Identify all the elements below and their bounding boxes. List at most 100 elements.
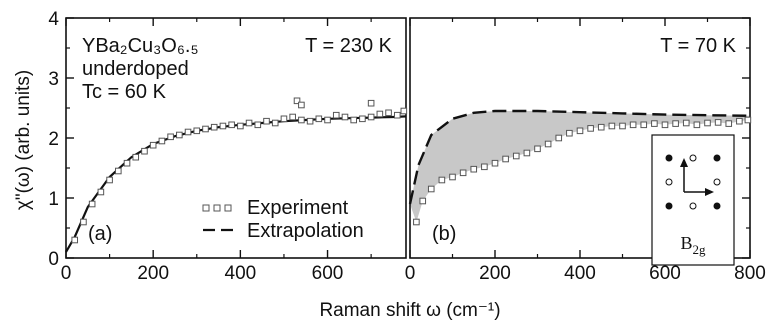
data-point (502, 155, 509, 163)
data-point (566, 129, 573, 137)
data-point (350, 116, 357, 124)
legend-label-extrapolation: Extrapolation (247, 220, 364, 242)
data-point (534, 145, 541, 153)
x-tick-label: 0 (61, 263, 72, 284)
data-point (672, 120, 679, 127)
x-tick-label: 200 (479, 263, 511, 284)
y-tick-label: 3 (48, 69, 59, 90)
data-point (555, 134, 563, 142)
data-point (491, 159, 499, 167)
data-point (132, 153, 140, 161)
data-point (481, 163, 488, 171)
data-point (202, 125, 209, 133)
data-point (359, 115, 366, 123)
data-point (298, 101, 305, 109)
x-tick-label: 800 (734, 263, 766, 284)
x-tick-label: 0 (405, 263, 416, 284)
data-point (725, 120, 733, 127)
x-axis-title: Raman shift ω (cm⁻¹) (319, 300, 500, 321)
panel-label: (a) (88, 223, 112, 245)
arrow-head (680, 158, 688, 167)
data-point (576, 127, 584, 135)
data-point (123, 159, 131, 167)
temperature-label: T = 70 K (660, 35, 736, 57)
gap-shading (410, 111, 750, 222)
data-point (263, 117, 270, 125)
y-axis-title: χ"(ω) (arb. units) (13, 70, 34, 210)
data-point (597, 123, 605, 131)
data-point (400, 107, 408, 115)
data-point (293, 97, 301, 105)
data-point (71, 236, 79, 244)
sample-tc: Tc = 60 K (82, 81, 167, 103)
data-point (651, 120, 658, 127)
data-point (298, 116, 305, 124)
x-tick-label: 200 (137, 263, 169, 284)
data-point (523, 149, 531, 157)
y-tick-label: 2 (48, 129, 59, 150)
data-point (367, 99, 375, 107)
data-point (176, 131, 183, 139)
data-point (341, 113, 349, 121)
panel-label: (b) (432, 223, 456, 245)
data-point (449, 173, 456, 181)
data-point (393, 111, 401, 119)
data-point (376, 110, 384, 118)
data-point (167, 133, 174, 141)
lattice-site (713, 154, 721, 162)
legend-marker (213, 204, 221, 212)
data-point (219, 122, 227, 130)
data-point (367, 113, 375, 121)
data-point (289, 113, 296, 121)
legend-marker (202, 204, 210, 212)
data-point (608, 122, 616, 130)
data-point (512, 152, 520, 160)
data-point (419, 197, 427, 205)
data-point (682, 119, 690, 127)
data-point (193, 127, 201, 135)
data-point (661, 121, 669, 129)
data-point (332, 111, 340, 119)
lattice-site (689, 154, 697, 162)
lattice-site (665, 154, 673, 162)
data-point (97, 188, 105, 196)
sample-formula: YBa₂Cu₃O₆.₅ (82, 35, 199, 57)
y-tick-label: 1 (48, 189, 59, 210)
lattice-site (689, 202, 697, 210)
data-point (245, 119, 253, 127)
data-point (470, 165, 478, 173)
x-tick-label: 600 (312, 263, 344, 284)
data-point (587, 125, 594, 132)
data-point (88, 200, 96, 208)
data-point (141, 147, 148, 155)
data-point (106, 176, 113, 184)
temperature-label: T = 230 K (305, 35, 393, 57)
x-tick-label: 400 (225, 263, 257, 284)
data-point (693, 121, 701, 129)
data-point (184, 128, 192, 136)
data-point (115, 167, 122, 175)
data-point (704, 119, 711, 127)
data-point (619, 122, 626, 130)
extrapolation-line (408, 109, 751, 205)
data-point (413, 218, 420, 226)
x-tick-label: 600 (649, 263, 681, 284)
data-point (427, 185, 435, 193)
lattice-site (713, 178, 721, 186)
x-tick-label: 400 (564, 263, 596, 284)
legend-label-experiment: Experiment (247, 197, 349, 219)
data-point (228, 121, 235, 129)
data-point (544, 140, 552, 148)
data-point (744, 116, 752, 124)
data-point (459, 169, 467, 177)
arrow-head (705, 188, 714, 196)
data-point (629, 121, 637, 129)
data-point (149, 141, 157, 149)
data-point (158, 137, 166, 145)
data-point (80, 218, 87, 226)
data-point (280, 115, 288, 123)
lattice-site (713, 202, 721, 210)
data-point (315, 115, 323, 123)
